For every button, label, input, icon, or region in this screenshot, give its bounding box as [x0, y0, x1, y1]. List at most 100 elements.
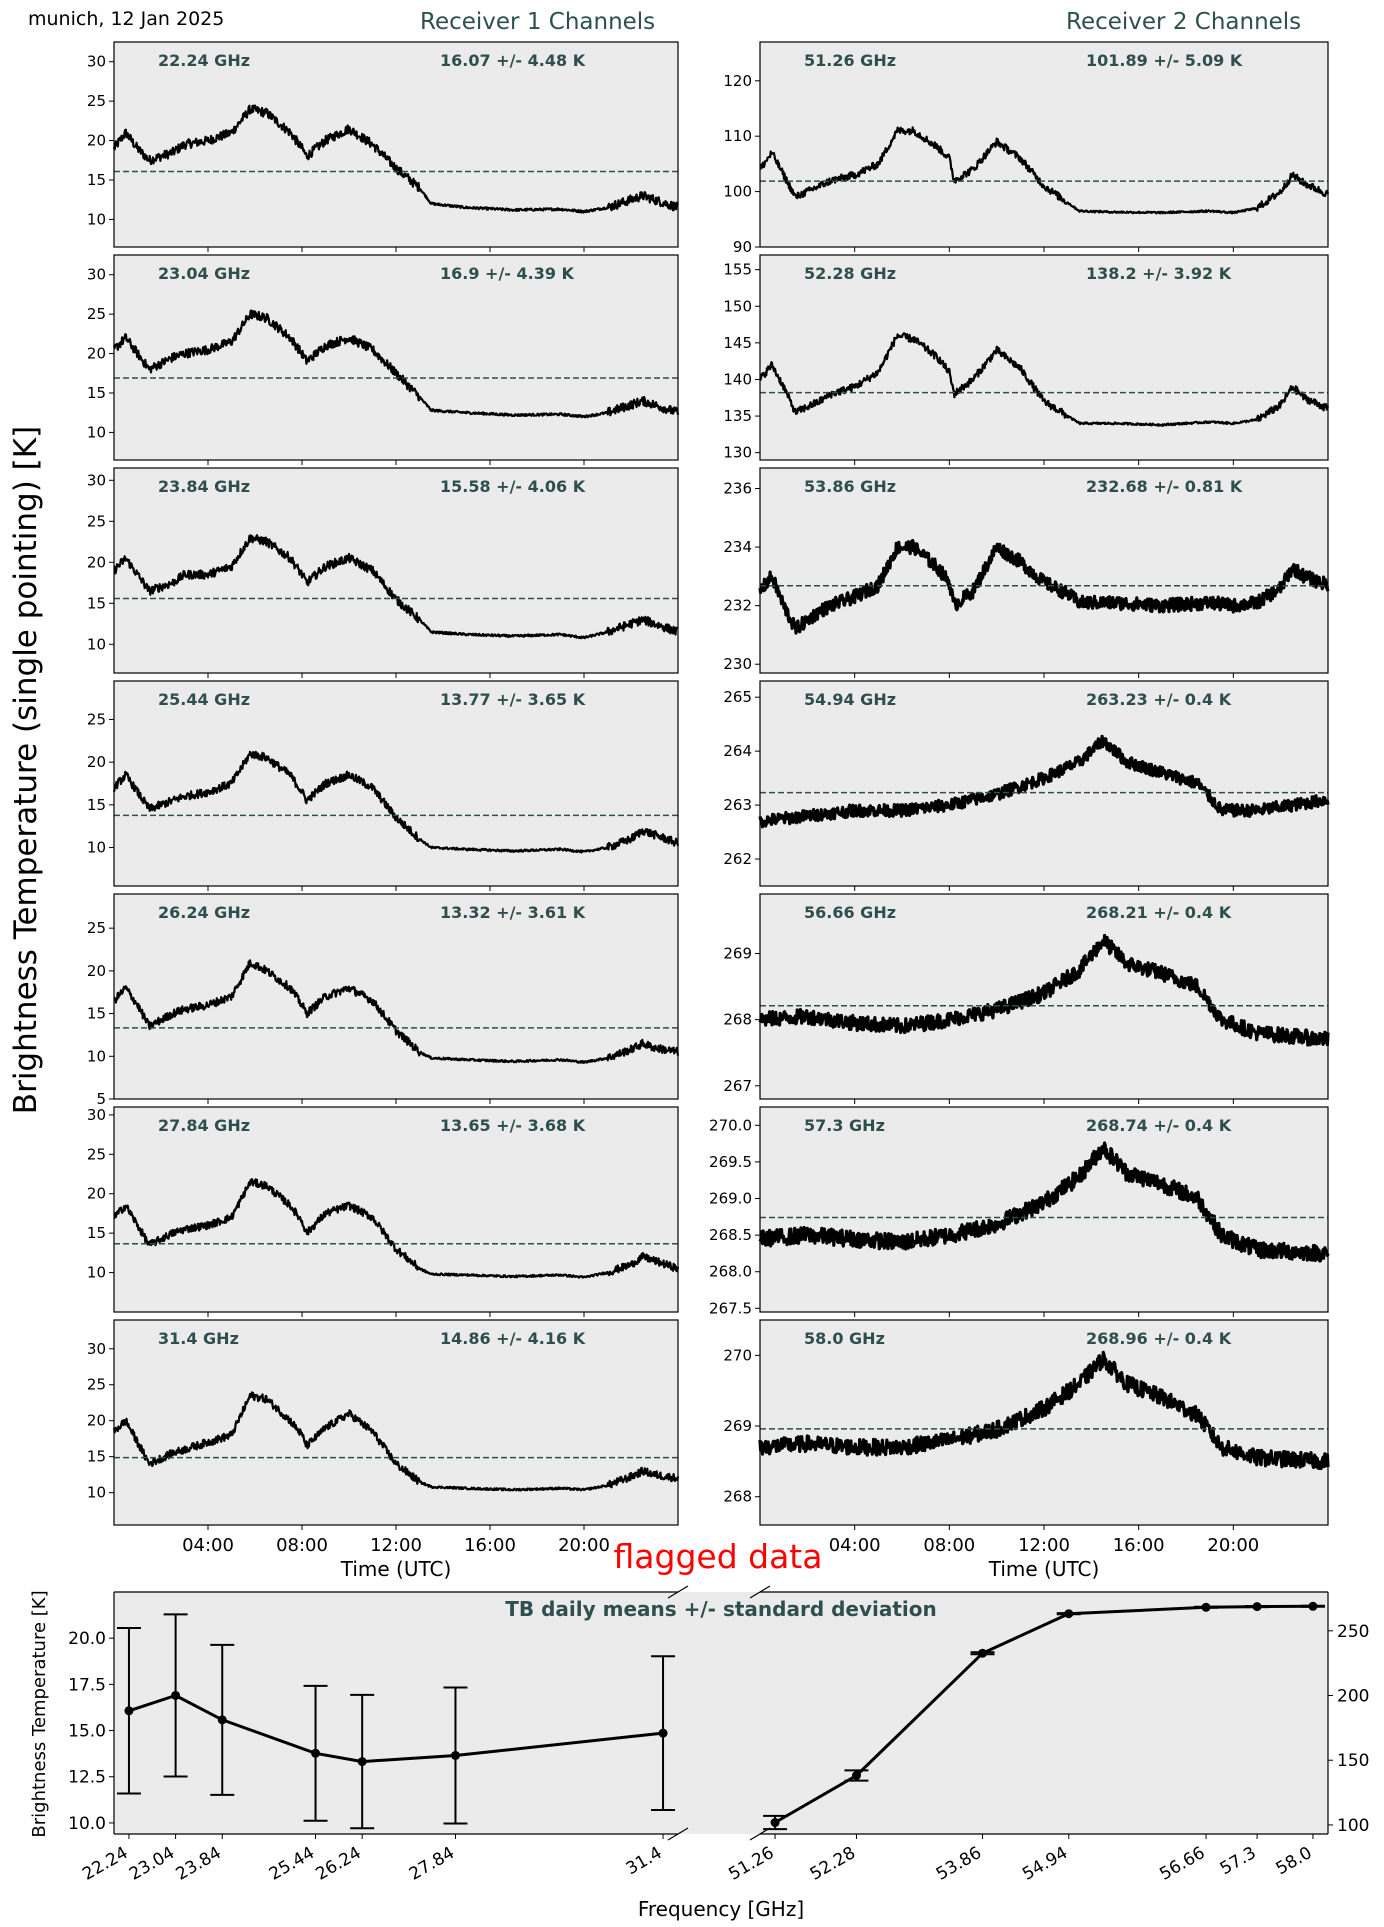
channel-panel: 230 232 234 236 53.86 GHz 232.68 +/- 0.81 K: [723, 467, 1330, 678]
panel-background: [760, 1320, 1328, 1525]
mean-point: [357, 1757, 367, 1767]
y-tick-label: 155: [723, 261, 752, 279]
mean-point: [1252, 1602, 1262, 1612]
channel-frequency-label: 52.28 GHz: [804, 264, 896, 283]
series-line: [758, 538, 1330, 635]
y-tick-label: 25: [87, 710, 106, 728]
y-tick-label: 263: [723, 796, 752, 814]
time-tick-label: 20:00: [558, 1535, 610, 1556]
series-line: [113, 959, 680, 1064]
y-tick-label: 268.0: [709, 1263, 752, 1281]
time-axis-label: Time (UTC): [340, 1557, 452, 1581]
frequency-tick-label: 54.94: [1019, 1843, 1071, 1885]
frequency-tick-label: 22.24: [79, 1843, 131, 1885]
y-tick-label: 267.5: [709, 1299, 752, 1317]
y-tick-label: 20: [87, 1185, 106, 1203]
channel-panel: 268 269 270 58.0 GHz 268.96 +/- 0.4 K 04:00 08…: [723, 1319, 1330, 1581]
series-line: [113, 1178, 680, 1279]
y-tick-label: 269.5: [709, 1153, 752, 1171]
time-tick-label: 08:00: [276, 1535, 328, 1556]
channel-frequency-label: 54.94 GHz: [804, 690, 896, 709]
y-tick-label: 25: [87, 1145, 106, 1163]
channel-frequency-label: 26.24 GHz: [158, 903, 250, 922]
y-tick-label: 15.0: [68, 1722, 106, 1742]
channel-panel: 262 263 264 265 54.94 GHz 263.23 +/- 0.4 K: [723, 680, 1330, 891]
y-tick-label: 30: [87, 53, 106, 71]
panel-background: [760, 468, 1328, 673]
location-date-label: munich, 12 Jan 2025: [28, 8, 225, 30]
series-line: [758, 1350, 1330, 1471]
receiver2-title: Receiver 2 Channels: [1066, 9, 1302, 35]
y-tick-label: 10: [87, 1264, 106, 1282]
y-tick-label: 20: [87, 753, 106, 771]
channel-frequency-label: 31.4 GHz: [158, 1329, 239, 1348]
channel-stat-label: 13.65 +/- 3.68 K: [440, 1116, 586, 1135]
time-tick-label: 16:00: [1113, 1535, 1165, 1556]
y-tick-label: 120: [723, 72, 752, 90]
channel-panel: 267 268 269 56.66 GHz 268.21 +/- 0.4 K: [723, 893, 1330, 1104]
time-tick-label: 04:00: [182, 1535, 234, 1556]
y-tick-label: 234: [723, 538, 752, 556]
y-tick-label: 268: [723, 1488, 752, 1506]
channel-frequency-label: 25.44 GHz: [158, 690, 250, 709]
frequency-tick-label: 51.26: [725, 1843, 777, 1885]
mean-point: [1308, 1601, 1318, 1611]
panel-background: [114, 894, 678, 1099]
channel-frequency-label: 27.84 GHz: [158, 1116, 250, 1135]
y-tick-label: 130: [723, 444, 752, 462]
summary-x-axis-label: Frequency [GHz]: [638, 1897, 804, 1921]
axis-break-mark: [749, 1585, 771, 1599]
mean-point: [217, 1715, 227, 1725]
y-tick-label: 15: [87, 594, 106, 612]
channel-stat-label: 14.86 +/- 4.16 K: [440, 1329, 586, 1348]
y-tick-label: 15: [87, 384, 106, 402]
channel-panel: 5 10 15 20 25 26.24 GHz 13.32 +/- 3.61 K: [87, 893, 680, 1108]
mean-point: [1201, 1602, 1211, 1612]
y-tick-label: 10: [87, 839, 106, 857]
y-tick-label: 265: [723, 688, 752, 706]
y-tick-label: 10.0: [68, 1814, 106, 1834]
y-tick-label: 269: [723, 945, 752, 963]
series-line: [112, 1391, 680, 1492]
frequency-tick-label: 56.66: [1156, 1843, 1208, 1885]
y-tick-label: 17.5: [68, 1675, 106, 1695]
time-tick-label: 12:00: [1018, 1535, 1070, 1556]
panel-background: [760, 255, 1328, 460]
channel-stat-label: 16.9 +/- 4.39 K: [440, 264, 575, 283]
y-tick-label: 268: [723, 1011, 752, 1029]
y-tick-label: 15: [87, 1448, 106, 1466]
y-tick-label: 30: [87, 1106, 106, 1124]
y-tick-label: 20: [87, 132, 106, 150]
channel-panel: 10 15 20 25 30 31.4 GHz 14.86 +/- 4.16 K 04:00 0…: [87, 1319, 680, 1581]
channel-frequency-label: 53.86 GHz: [804, 477, 896, 496]
y-tick-label: 250: [1337, 1622, 1369, 1642]
channel-frequency-label: 58.0 GHz: [804, 1329, 885, 1348]
y-tick-label: 15: [87, 171, 106, 189]
summary-background: [114, 1592, 1328, 1834]
timeseries-panels: 10 15 20 25 30 22.24 GHz 16.07 +/- 4.48 K 10 15 2…: [87, 41, 1330, 1581]
y-tick-label: 20: [87, 553, 106, 571]
y-tick-label: 145: [723, 334, 752, 352]
channel-panel: 130 135 140 145 150 155 52.28 GHz 138.2 +/- 3.9…: [723, 254, 1330, 465]
channel-stat-label: 263.23 +/- 0.4 K: [1086, 690, 1232, 709]
y-tick-label: 30: [87, 266, 106, 284]
mean-point: [311, 1748, 321, 1758]
channel-panel: 10 15 20 25 25.44 GHz 13.77 +/- 3.65 K: [87, 680, 680, 891]
y-tick-label: 25: [87, 919, 106, 937]
y-tick-label: 100: [723, 183, 752, 201]
frequency-tick-label: 53.86: [933, 1843, 985, 1885]
frequency-tick-label: 23.04: [126, 1843, 178, 1885]
y-tick-label: 264: [723, 742, 752, 760]
time-tick-label: 16:00: [464, 1535, 516, 1556]
y-tick-label: 236: [723, 480, 752, 498]
channel-frequency-label: 57.3 GHz: [804, 1116, 885, 1135]
y-tick-label: 25: [87, 305, 106, 323]
frequency-tick-label: 52.28: [807, 1843, 859, 1885]
y-tick-label: 270.0: [709, 1116, 752, 1134]
frequency-tick-label: 31.4: [623, 1843, 666, 1879]
channel-stat-label: 232.68 +/- 0.81 K: [1086, 477, 1243, 496]
y-tick-label: 10: [87, 635, 106, 653]
mean-point: [124, 1706, 134, 1716]
y-tick-label: 25: [87, 1376, 106, 1394]
time-axis-label: Time (UTC): [988, 1557, 1100, 1581]
